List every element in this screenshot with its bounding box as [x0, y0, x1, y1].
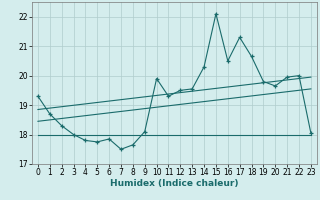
X-axis label: Humidex (Indice chaleur): Humidex (Indice chaleur) — [110, 179, 239, 188]
